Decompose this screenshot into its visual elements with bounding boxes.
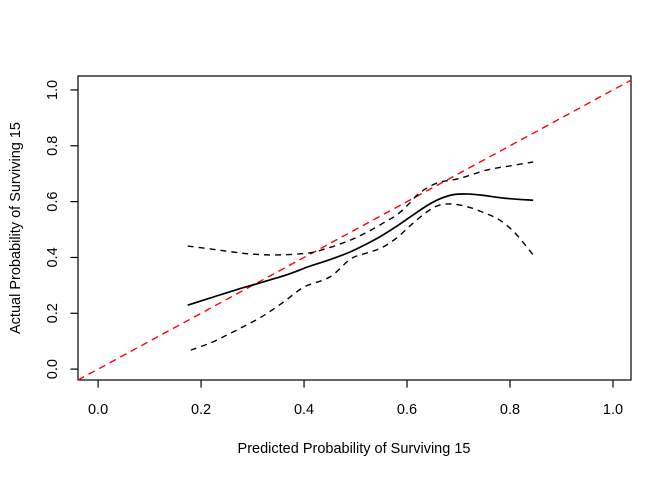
y-axis-tick-label: 0.0 [45, 359, 61, 379]
plot-border [77, 75, 632, 381]
x-axis-tick-label: 0.8 [500, 402, 520, 418]
y-axis-tick-label: 0.8 [45, 136, 61, 156]
series-ideal-line [77, 79, 632, 381]
y-axis-tick-label: 0.4 [45, 247, 61, 267]
series-lower-confidence-band [190, 203, 534, 351]
x-axis-tick-label: 0.4 [294, 402, 314, 418]
y-axis-tick-label: 0.2 [45, 303, 61, 323]
y-axis-title: Actual Probability of Surviving 15 [8, 122, 24, 334]
series-calibration-curve [187, 193, 534, 306]
y-axis-tick-label: 0.6 [45, 192, 61, 212]
x-axis-title: Predicted Probability of Surviving 15 [238, 441, 471, 457]
x-axis-tick-label: 0.0 [88, 402, 108, 418]
x-axis-tick-label: 1.0 [603, 402, 623, 418]
x-axis-tick-label: 0.6 [397, 402, 417, 418]
y-axis-tick-label: 1.0 [45, 80, 61, 100]
series-upper-confidence-band [187, 161, 534, 256]
series-layer [77, 79, 632, 381]
x-axis-tick-label: 0.2 [191, 402, 211, 418]
axes-layer: 0.0 0.2 0.4 0.6 0.8 1.0 0.0 0.2 0.4 0.6 0.8 1.0 [45, 80, 623, 418]
